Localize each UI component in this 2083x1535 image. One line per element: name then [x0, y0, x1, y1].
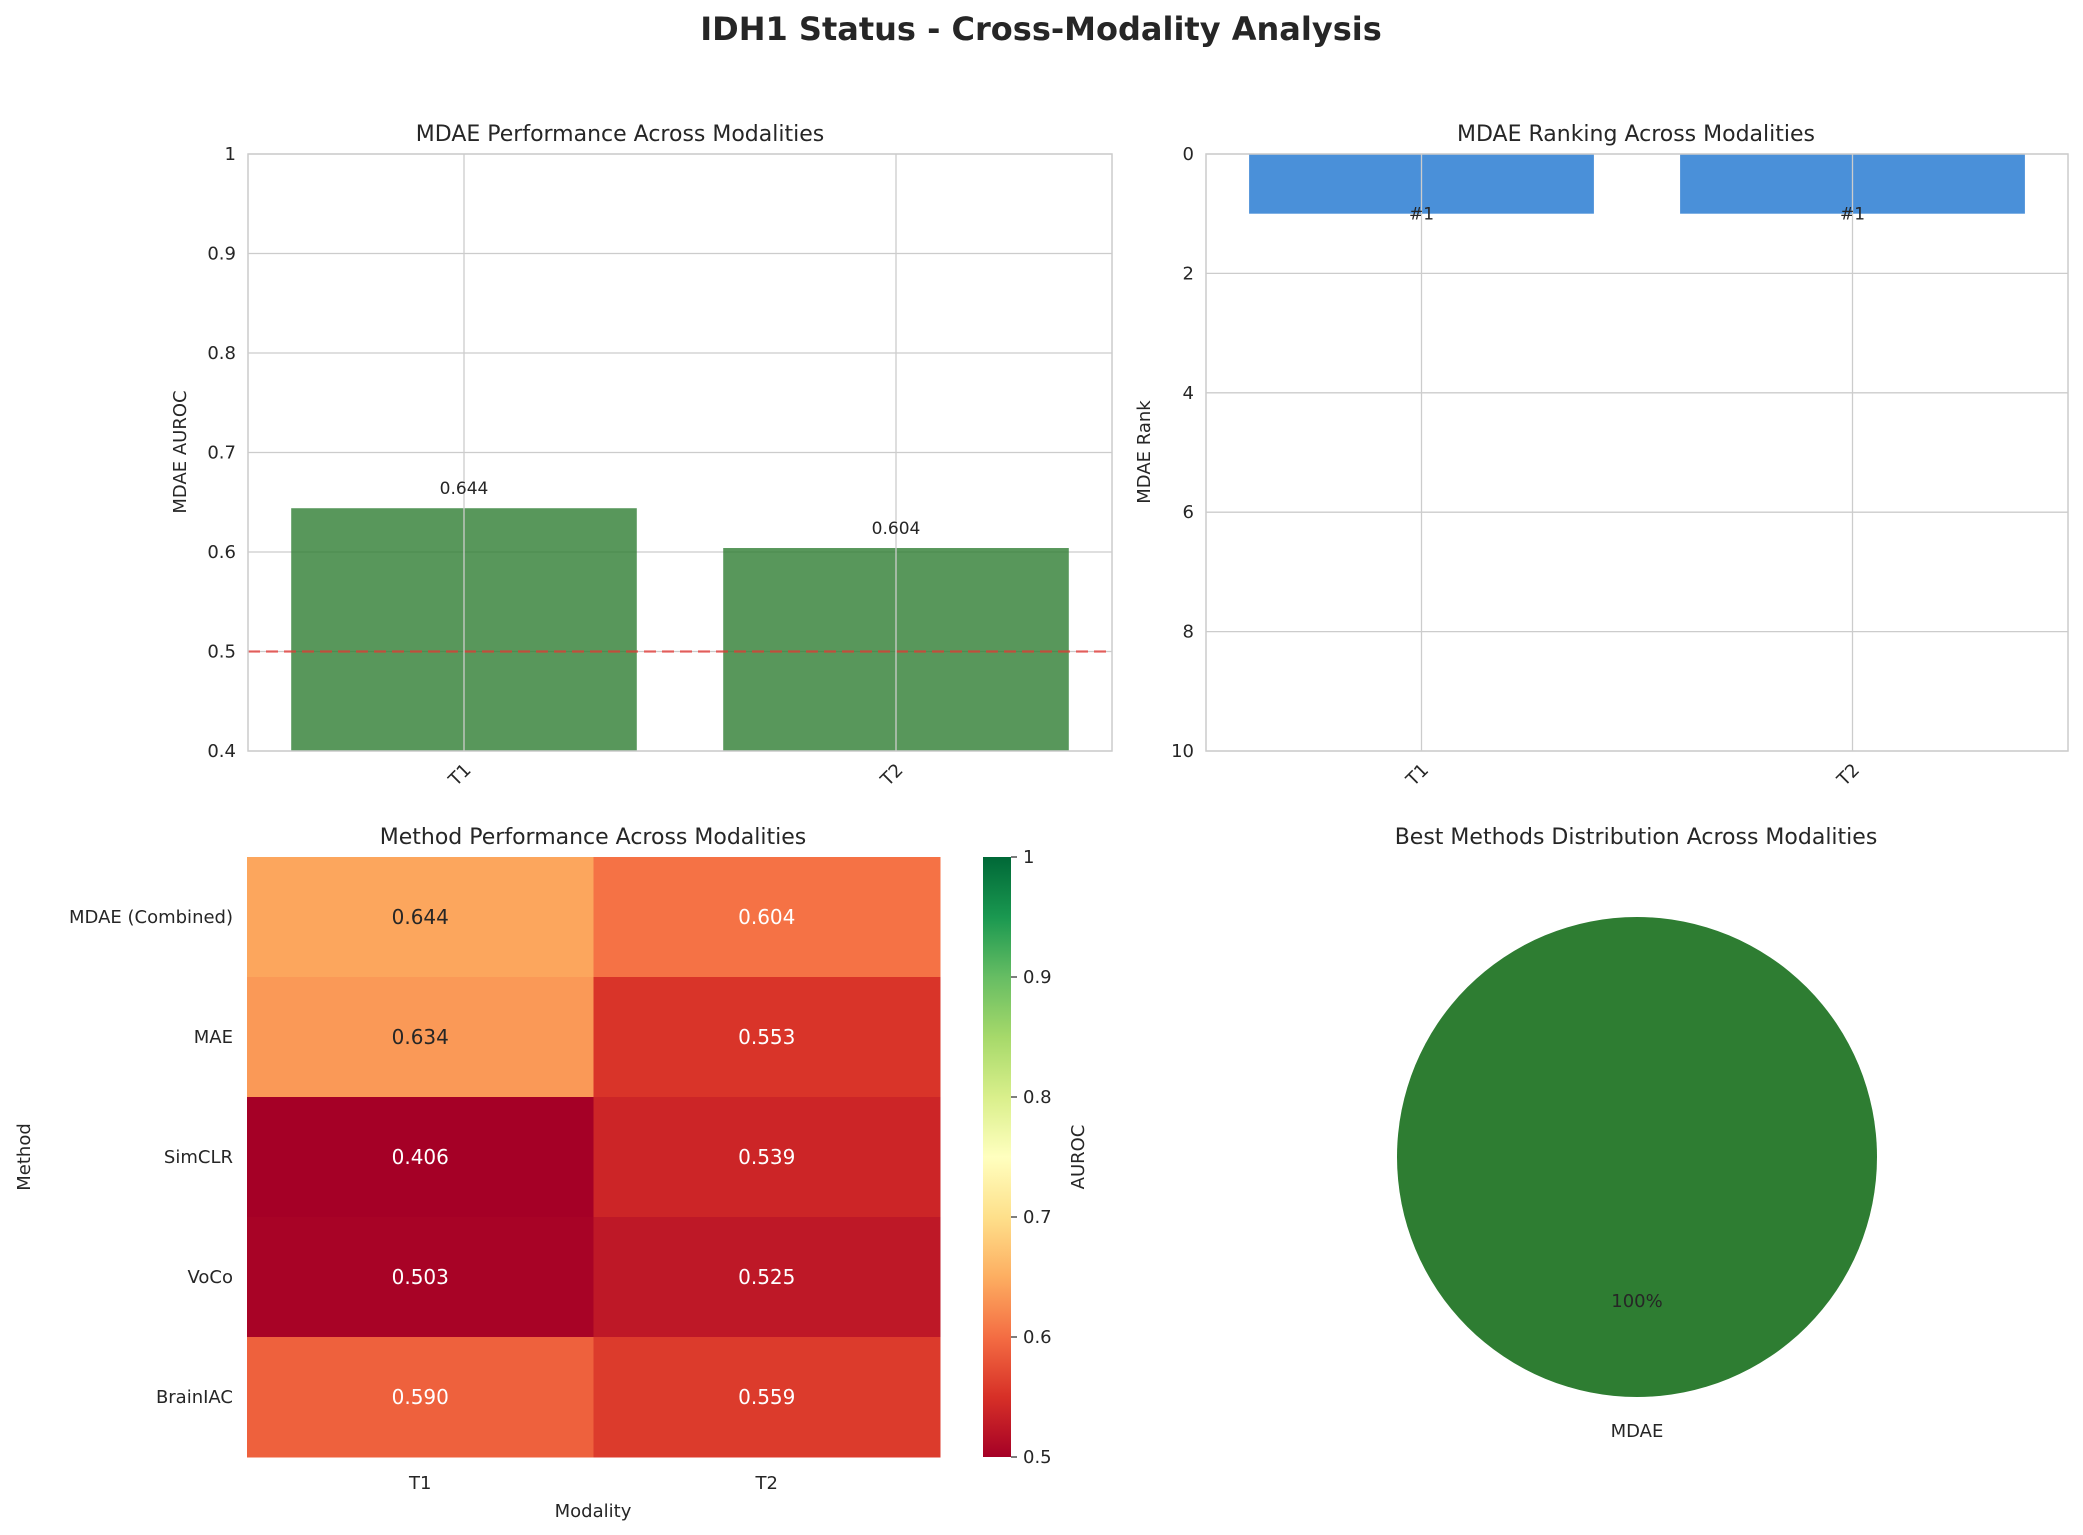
rank-y-tick-label: 2 — [1183, 263, 1194, 284]
heatmap-cell — [593, 1097, 941, 1218]
heatmap-y-tick-label: MDAE (Combined) — [69, 907, 233, 928]
rank-data-label: #1 — [1840, 205, 1865, 225]
auroc-data-label: 0.644 — [440, 479, 489, 499]
auroc-y-tick-label: 0.7 — [207, 443, 236, 464]
heatmap-cell-label: 0.559 — [738, 1385, 795, 1409]
rank-x-tick-label: T1 — [1402, 760, 1433, 791]
figure-title: IDH1 Status - Cross-Modality Analysis — [700, 10, 1382, 48]
heatmap-cell — [593, 1217, 941, 1338]
heatmap-cell — [247, 977, 594, 1098]
heatmap-cell — [593, 977, 941, 1098]
auroc-y-tick-label: 1 — [225, 144, 236, 165]
heatmap-cell — [593, 1337, 941, 1458]
rank-data-label: #1 — [1409, 205, 1434, 225]
colorbar-tick-label: 0.6 — [1023, 1327, 1052, 1348]
rank-y-axis-label: MDAE Rank — [1134, 400, 1155, 504]
heatmap-cell — [247, 1097, 594, 1218]
rank-chart-title: MDAE Ranking Across Modalities — [1457, 122, 1815, 147]
auroc-y-tick-label: 0.6 — [207, 542, 236, 563]
heatmap-cell-label: 0.525 — [738, 1265, 795, 1289]
auroc-chart-title: MDAE Performance Across Modalities — [416, 122, 824, 147]
auroc-bar-chart: MDAE Performance Across Modalities MDAE … — [170, 122, 1113, 791]
rank-bar-chart: MDAE Ranking Across Modalities MDAE Rank… — [1134, 122, 2069, 791]
heatmap-cell-label: 0.553 — [738, 1025, 795, 1049]
heatmap-cell — [593, 857, 941, 978]
auroc-y-tick-label: 0.4 — [207, 741, 236, 762]
rank-y-tick-label: 10 — [1171, 741, 1194, 762]
auroc-y-tick-label: 0.9 — [207, 244, 236, 265]
rank-y-tick-label: 0 — [1183, 144, 1194, 165]
pie-pct-label: 100% — [1611, 1291, 1662, 1312]
heatmap-cell — [247, 857, 594, 978]
heatmap-x-tick-label: T2 — [755, 1473, 778, 1494]
heatmap-cell-label: 0.406 — [392, 1145, 449, 1169]
auroc-x-tick-label: T2 — [876, 760, 907, 791]
heatmap-cell — [247, 1337, 594, 1458]
auroc-plot-frame — [247, 153, 1113, 752]
auroc-data-label: 0.604 — [872, 519, 921, 539]
rank-y-tick-label: 6 — [1183, 502, 1194, 523]
method-heatmap: Method Performance Across Modalities Mod… — [14, 825, 1089, 1522]
colorbar-tick-label: 1 — [1023, 847, 1034, 868]
pie-slice-label: MDAE — [1611, 1421, 1664, 1442]
heatmap-cell-label: 0.634 — [392, 1025, 449, 1049]
heatmap-cell-label: 0.503 — [392, 1265, 449, 1289]
auroc-y-tick-label: 0.8 — [207, 343, 236, 364]
colorbar-label: AUROC — [1068, 1125, 1089, 1190]
pie-title: Best Methods Distribution Across Modalit… — [1395, 825, 1878, 850]
heatmap-y-tick-label: MAE — [194, 1027, 233, 1048]
heatmap-y-axis-label: Method — [14, 1123, 35, 1191]
heatmap-cell-label: 0.644 — [392, 905, 449, 929]
colorbar-tick-label: 0.9 — [1023, 967, 1052, 988]
heatmap-x-axis-label: Modality — [555, 1501, 632, 1522]
colorbar-tick-label: 0.5 — [1023, 1447, 1052, 1468]
heatmap-cell-label: 0.539 — [738, 1145, 795, 1169]
rank-y-tick-label: 8 — [1183, 622, 1194, 643]
auroc-y-tick-label: 0.5 — [207, 642, 236, 663]
rank-x-tick-label: T2 — [1833, 760, 1864, 791]
colorbar-tick-label: 0.8 — [1023, 1087, 1052, 1108]
colorbar-tick-label: 0.7 — [1023, 1207, 1052, 1228]
rank-y-tick-label: 4 — [1183, 383, 1194, 404]
rank-plot-frame — [1205, 153, 2069, 752]
pie-slice — [1397, 917, 1877, 1397]
best-methods-pie-chart: Best Methods Distribution Across Modalit… — [1395, 825, 1878, 1442]
heatmap-y-tick-label: VoCo — [187, 1267, 233, 1288]
auroc-x-tick-label: T1 — [444, 760, 475, 791]
heatmap-cell-label: 0.604 — [738, 905, 795, 929]
heatmap-y-tick-label: BrainIAC — [156, 1387, 233, 1408]
heatmap-y-tick-label: SimCLR — [164, 1147, 233, 1168]
heatmap-x-tick-label: T1 — [408, 1473, 431, 1494]
heatmap-cell-label: 0.590 — [392, 1385, 449, 1409]
auroc-y-axis-label: MDAE AUROC — [170, 390, 191, 513]
heatmap-title: Method Performance Across Modalities — [380, 825, 806, 850]
heatmap-cell — [247, 1217, 594, 1338]
colorbar — [983, 857, 1011, 1457]
